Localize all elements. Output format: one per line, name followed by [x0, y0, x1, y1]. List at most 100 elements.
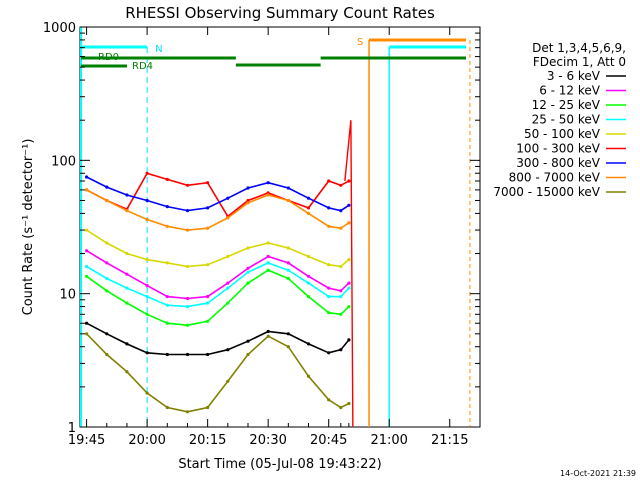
x-axis-label: Start Time (05-Jul-08 19:43:22): [178, 457, 381, 472]
series-2-point-11: [306, 295, 311, 299]
annotation-rd4: RD4: [132, 61, 153, 72]
x-tick-label-5: 21:00: [370, 433, 407, 448]
series-3-point-1: [105, 276, 109, 281]
series-6-point-5: [185, 209, 190, 213]
series-4-point-14: [347, 258, 351, 262]
series-1-point-11: [306, 274, 311, 278]
series-4-point-2: [125, 251, 129, 256]
series-5-point-13: [339, 183, 343, 187]
series-line-3: [86, 262, 350, 308]
x-tick-label-1: 20:00: [128, 433, 165, 448]
series-7-point-8: [246, 201, 250, 205]
legend-label-0: 3 - 6 keV: [547, 69, 601, 83]
series-3-point-12: [327, 295, 331, 299]
series-0-point-4: [165, 352, 169, 357]
series-0-point-10: [286, 332, 290, 336]
series-0-point-8: [246, 339, 250, 343]
series-0-point-1: [105, 332, 109, 336]
flag-lines: N S RD0 RD4: [80, 27, 471, 427]
series-7-point-7: [226, 216, 230, 220]
legend-label-4: 50 - 100 keV: [524, 127, 601, 141]
series-1-point-7: [226, 281, 230, 285]
series-8-point-11: [306, 374, 311, 378]
legend-label-7: 800 - 7000 keV: [509, 171, 601, 185]
series-5-point-12: [327, 179, 331, 183]
series-3-point-7: [226, 286, 230, 290]
series-8-point-1: [105, 352, 109, 357]
series-0-point-7: [226, 348, 230, 352]
series-0-point-12: [327, 351, 331, 355]
series-3-point-13: [339, 295, 343, 299]
series-8-point-8: [246, 352, 250, 357]
data-series: [85, 120, 354, 428]
series-6-point-7: [226, 196, 230, 200]
series-6-point-3: [145, 198, 149, 203]
series-1-point-9: [266, 254, 270, 259]
series-1-point-14: [347, 281, 351, 285]
series-3-point-0: [85, 264, 89, 269]
annotation-rd0: RD0: [98, 52, 119, 63]
series-7-point-11: [306, 211, 311, 215]
footer-timestamp: 14-Oct-2021 21:39: [560, 469, 636, 478]
series-2-point-8: [246, 281, 250, 285]
series-7-point-1: [105, 198, 109, 203]
series-7-point-0: [85, 188, 89, 192]
series-6-point-0: [85, 175, 89, 179]
series-0-point-13: [339, 348, 343, 352]
series-5-point-11: [306, 206, 311, 210]
series-7-point-6: [206, 226, 210, 230]
series-3-point-2: [125, 286, 129, 290]
flare-spike: [344, 120, 354, 428]
series-6-point-8: [246, 186, 250, 190]
y-axis-label: Count Rate (s⁻¹ detector⁻¹): [21, 139, 36, 316]
series-8-point-0: [85, 332, 89, 336]
series-2-point-13: [339, 312, 343, 316]
series-1-point-3: [145, 284, 149, 288]
series-6-point-11: [306, 196, 311, 200]
legend-label-5: 100 - 300 keV: [516, 142, 600, 156]
series-2-point-9: [266, 268, 270, 272]
legend-label-3: 25 - 50 keV: [532, 113, 601, 127]
plot-frame: [79, 26, 481, 428]
series-4-point-1: [105, 241, 109, 245]
series-1-point-5: [185, 296, 190, 301]
series-8-point-10: [286, 345, 290, 349]
y-tick-label-0: 1: [68, 421, 76, 436]
legend-label-1: 6 - 12 keV: [539, 84, 601, 98]
series-2-point-5: [185, 323, 190, 327]
series-4-point-3: [145, 258, 149, 262]
series-0-point-2: [125, 342, 129, 346]
series-1-point-2: [125, 272, 129, 276]
series-7-point-9: [266, 193, 270, 197]
series-2-point-14: [347, 305, 351, 309]
series-4-point-8: [246, 246, 250, 250]
annotation-s: S: [357, 37, 363, 48]
series-8-point-12: [327, 398, 331, 402]
series-4-point-6: [206, 263, 210, 267]
series-1-point-13: [339, 289, 343, 293]
series-2-point-7: [226, 301, 230, 305]
series-5-point-3: [145, 171, 149, 175]
series-7-point-4: [165, 224, 169, 228]
series-6-point-14: [347, 203, 351, 207]
series-5-point-4: [165, 177, 169, 181]
series-6-point-13: [339, 209, 343, 213]
legend-label-6: 300 - 800 keV: [516, 156, 600, 170]
legend-header-0: Det 1,3,4,5,6,9,: [532, 41, 626, 55]
legend-label-2: 12 - 25 keV: [532, 98, 601, 112]
series-5-point-8: [246, 198, 250, 203]
x-tick-label-2: 20:15: [189, 433, 226, 448]
annotation-n: N: [155, 44, 162, 55]
series-8-point-13: [339, 405, 343, 410]
series-0-point-3: [145, 351, 149, 355]
legend-label-8: 7000 - 15000 keV: [493, 185, 600, 199]
series-0-point-6: [206, 352, 210, 357]
series-2-point-1: [105, 289, 109, 293]
x-tick-label-4: 20:45: [310, 433, 347, 448]
series-0-point-5: [185, 352, 190, 357]
series-7-point-13: [339, 226, 343, 230]
series-6-point-10: [286, 186, 290, 190]
series-8-point-5: [185, 410, 190, 414]
series-2-point-10: [286, 276, 290, 281]
